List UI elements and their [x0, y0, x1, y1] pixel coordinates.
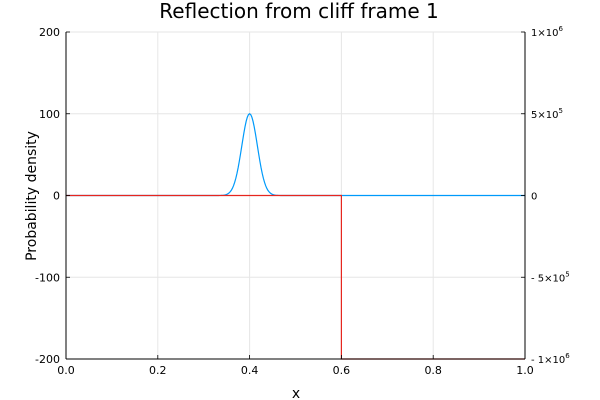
axes: [65, 31, 526, 360]
x-tick-label: 0.2: [149, 364, 167, 377]
ticks: 0.0 0.2 0.4 0.6 0.8 1.0 200 100 0 -100 -200 1×106 5×…: [35, 25, 570, 377]
y-tick-label: 0: [53, 190, 60, 203]
y-tick-label: -100: [35, 271, 60, 284]
chart-title: Reflection from cliff frame 1: [159, 0, 438, 23]
y2-tick-label: 0: [531, 192, 537, 203]
y2-tick-label: 5×105: [531, 107, 563, 121]
y-tick-label: 100: [39, 108, 60, 121]
y-tick-label: -200: [35, 353, 60, 366]
x-tick-label: 0.0: [57, 364, 75, 377]
y2-tick-label: - 5×105: [531, 270, 570, 284]
series-layer: [66, 112, 525, 360]
y2-tick-label: - 1×106: [531, 352, 570, 366]
x-axis-label: x: [292, 386, 300, 400]
y2-tick-label: 1×106: [531, 25, 563, 39]
x-tick-label: 0.4: [241, 364, 259, 377]
x-tick-label: 1.0: [516, 364, 534, 377]
y-tick-label: 200: [39, 26, 60, 39]
x-tick-label: 0.8: [424, 364, 442, 377]
y-axis-label: Probability density: [24, 131, 40, 261]
probability-density-line: [66, 112, 525, 197]
x-tick-label: 0.6: [333, 364, 351, 377]
